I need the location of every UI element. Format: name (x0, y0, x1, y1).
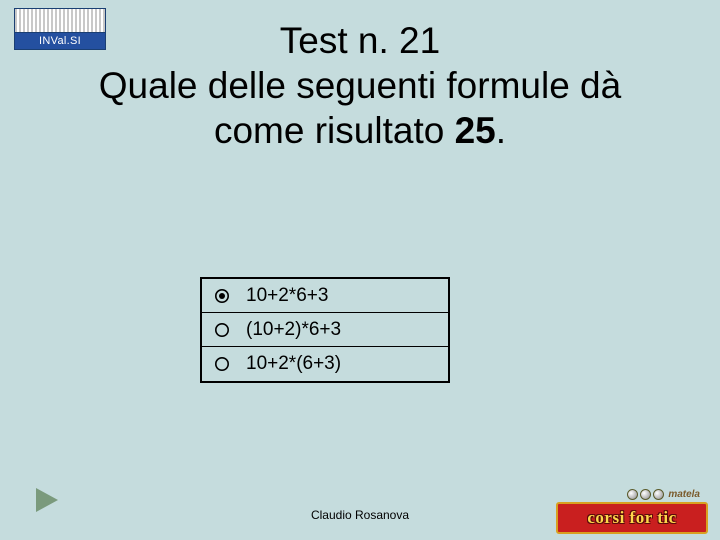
sponsor-top-label: matela (668, 489, 700, 500)
radio-unselected-icon (212, 356, 232, 372)
sponsor-dot-icon (653, 489, 664, 500)
options-table: 10+2*6+3 (10+2)*6+3 10+2*(6+3) (200, 277, 450, 383)
title-line3-prefix: come risultato (214, 110, 455, 151)
option-row[interactable]: (10+2)*6+3 (202, 313, 448, 347)
next-arrow-icon[interactable] (36, 488, 58, 512)
title-line3-bold: 25 (455, 110, 496, 151)
option-row[interactable]: 10+2*(6+3) (202, 347, 448, 381)
option-label: 10+2*(6+3) (246, 353, 341, 375)
question-title: Test n. 21 Quale delle seguenti formule … (20, 18, 700, 153)
option-label: (10+2)*6+3 (246, 319, 341, 341)
title-line3-suffix: . (496, 110, 506, 151)
title-line3: come risultato 25. (20, 108, 700, 153)
sponsor-top: matela (556, 486, 708, 502)
sponsor-badge: matela corsi for tic (556, 486, 708, 534)
option-row[interactable]: 10+2*6+3 (202, 279, 448, 313)
option-label: 10+2*6+3 (246, 285, 328, 307)
sponsor-banner: corsi for tic (556, 502, 708, 534)
radio-selected-icon (212, 288, 232, 304)
title-line1: Test n. 21 (20, 18, 700, 63)
title-line2: Quale delle seguenti formule dà (20, 63, 700, 108)
radio-unselected-icon (212, 322, 232, 338)
sponsor-dot-icon (640, 489, 651, 500)
sponsor-dot-icon (627, 489, 638, 500)
